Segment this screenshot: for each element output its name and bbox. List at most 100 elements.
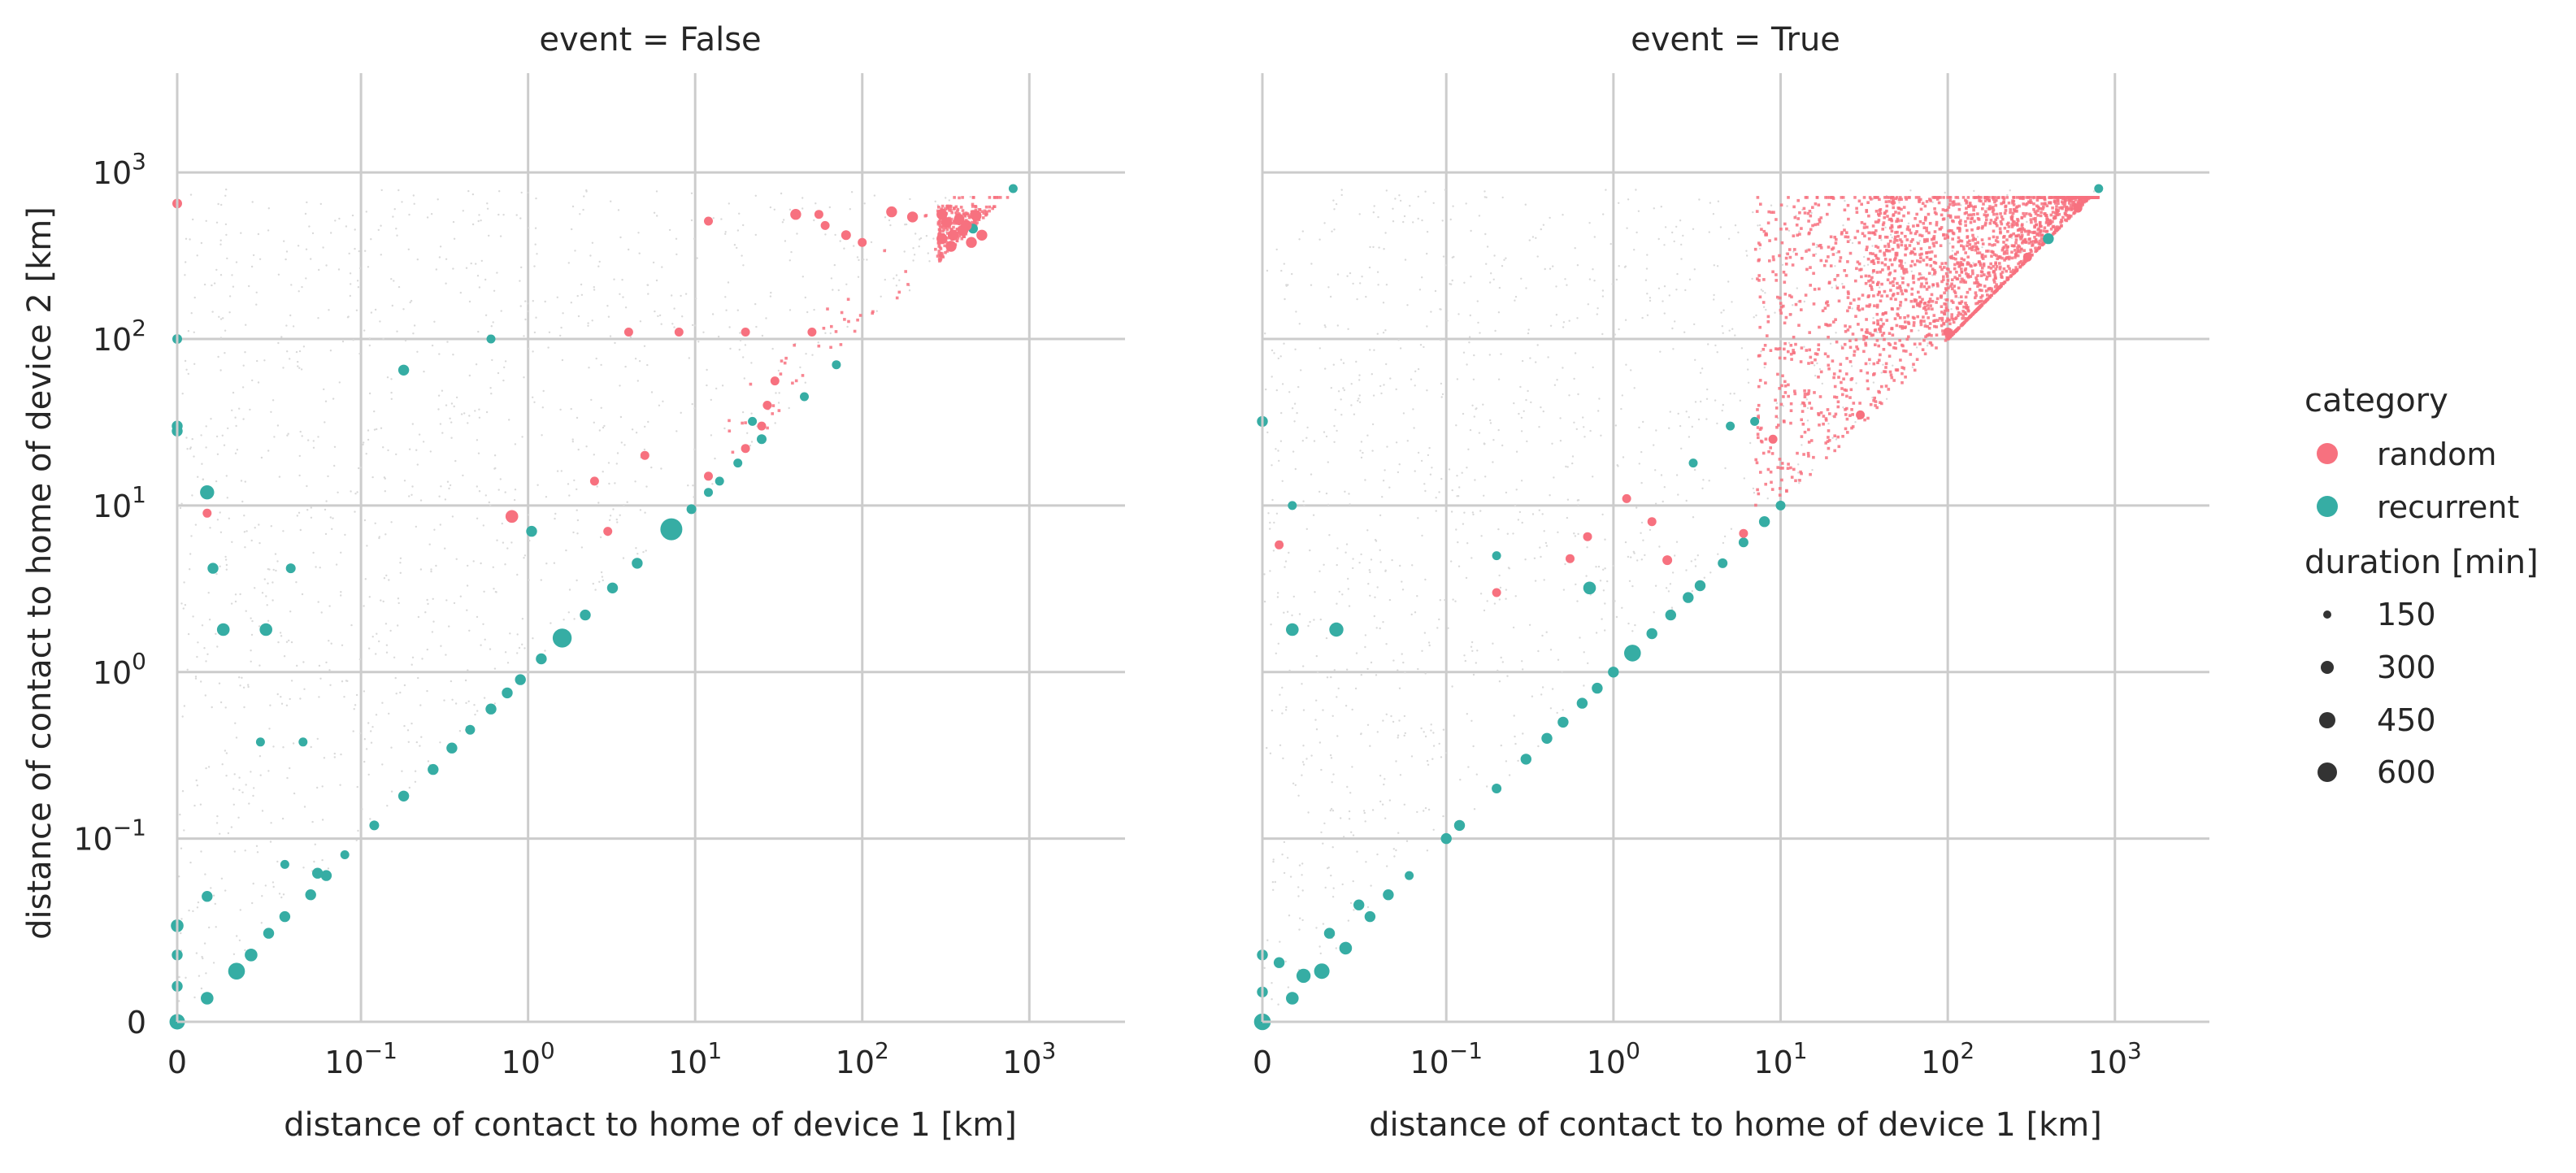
- background-point: [710, 434, 713, 437]
- random-point: [1788, 313, 1792, 316]
- random-point: [1985, 218, 1988, 221]
- background-point: [289, 697, 291, 701]
- background-point: [480, 562, 482, 565]
- random-point: [1870, 288, 1874, 291]
- background-point: [1703, 576, 1705, 579]
- background-point: [1452, 205, 1454, 207]
- random-point: [1922, 285, 1927, 289]
- random-point: [1860, 202, 1863, 206]
- background-point: [1507, 567, 1510, 569]
- random-point: [2024, 203, 2028, 206]
- random-point: [1780, 305, 1783, 309]
- random-point: [1935, 223, 1939, 227]
- background-point: [285, 704, 289, 706]
- background-point: [180, 918, 183, 920]
- random-point: [1770, 452, 1775, 455]
- recurrent-point: [1592, 682, 1603, 694]
- background-point: [646, 363, 649, 367]
- background-point: [1453, 255, 1455, 258]
- random-point: [1970, 213, 1973, 217]
- random-point: [2039, 230, 2043, 233]
- background-point: [484, 638, 486, 641]
- background-point: [1436, 627, 1439, 629]
- background-point: [1377, 215, 1379, 219]
- random-point: [1987, 265, 1991, 269]
- background-point: [446, 480, 450, 483]
- background-point: [299, 528, 302, 532]
- random-point: [1926, 239, 1929, 243]
- background-point: [452, 220, 455, 224]
- background-point: [913, 254, 916, 256]
- background-point: [1266, 431, 1269, 434]
- background-point: [265, 595, 267, 597]
- random-point: [1763, 344, 1767, 347]
- random-point: [2070, 199, 2074, 202]
- background-point: [1851, 241, 1854, 245]
- background-point: [1479, 593, 1483, 595]
- background-point: [1427, 808, 1431, 811]
- random-point: [1938, 228, 1942, 231]
- background-point: [1515, 489, 1518, 491]
- random-point: [1956, 261, 1959, 264]
- background-point: [437, 198, 439, 201]
- background-point: [224, 749, 227, 752]
- background-point: [1348, 605, 1351, 607]
- random-point: [2032, 217, 2035, 221]
- random-point: [1964, 280, 1967, 284]
- background-point: [1397, 471, 1400, 474]
- background-point: [1271, 376, 1273, 378]
- random-point: [1832, 320, 1835, 324]
- background-point: [484, 278, 487, 281]
- background-point: [249, 408, 251, 411]
- recurrent-point: [526, 525, 537, 537]
- random-point: [1943, 302, 1946, 306]
- recurrent-point: [1353, 899, 1365, 910]
- background-point: [1931, 285, 1934, 289]
- background-point: [318, 696, 320, 698]
- random-point: [2012, 203, 2016, 206]
- background-point: [1679, 424, 1682, 428]
- background-point: [313, 860, 315, 863]
- random-point: [1824, 441, 1827, 445]
- background-point: [1423, 345, 1425, 349]
- background-point: [278, 476, 281, 478]
- background-point: [1692, 228, 1695, 230]
- random-point: [1917, 241, 1920, 245]
- recurrent-point: [1583, 581, 1596, 595]
- background-point: [1427, 763, 1430, 766]
- background-point: [1948, 242, 1951, 245]
- random-point: [1901, 343, 1904, 347]
- random-point: [2067, 202, 2071, 205]
- background-point: [1285, 285, 1288, 287]
- background-point: [1525, 398, 1527, 402]
- random-point: [1944, 319, 1948, 323]
- background-point: [702, 331, 705, 333]
- random-point: [1819, 370, 1823, 374]
- background-point: [194, 677, 198, 680]
- background-point: [1417, 517, 1419, 519]
- random-point: [1918, 198, 1921, 202]
- random-point: [1583, 532, 1592, 541]
- random-point: [1917, 196, 1921, 199]
- background-point: [401, 201, 403, 203]
- background-point: [1426, 231, 1429, 233]
- recurrent-point: [1383, 889, 1394, 901]
- background-point: [895, 285, 898, 287]
- background-point: [254, 587, 256, 589]
- background-point: [853, 245, 855, 247]
- background-point: [1709, 571, 1712, 574]
- background-point: [1281, 712, 1284, 715]
- legend-size-title: duration [min]: [2304, 544, 2539, 581]
- random-point: [2018, 261, 2022, 264]
- background-point: [541, 406, 544, 409]
- random-point: [937, 232, 941, 235]
- background-point: [1438, 742, 1440, 745]
- random-point: [1846, 296, 1850, 299]
- random-point: [1977, 300, 1981, 303]
- background-point: [1926, 345, 1929, 347]
- random-point: [1848, 339, 1852, 342]
- random-point: [2026, 196, 2030, 199]
- background-point: [612, 508, 615, 510]
- background-point: [600, 363, 602, 367]
- background-point: [267, 567, 269, 571]
